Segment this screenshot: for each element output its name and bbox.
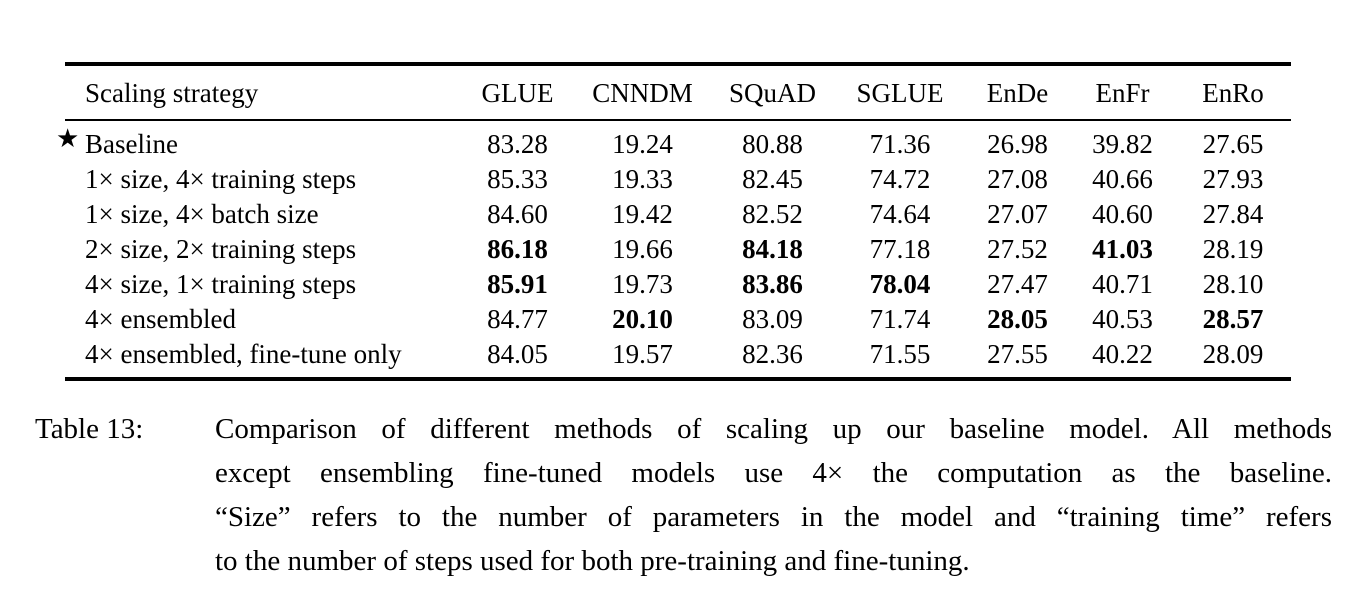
metric-value: 28.57 <box>1202 304 1264 334</box>
table-row: 4× ensembled 84.77 20.10 83.09 71.74 28.05 40.… <box>65 302 1291 337</box>
caption-text: Comparison of different methods of scali… <box>215 407 1332 583</box>
row-label-scaling-strategy: 2× size, 2× training steps <box>85 234 357 264</box>
metric-value: 27.84 <box>1202 199 1264 229</box>
column-header-sglue: SGLUE <box>835 64 965 121</box>
row-label-scaling-strategy: ★ Baseline <box>56 120 460 162</box>
metric-value: 19.42 <box>612 199 673 229</box>
metric-value: 28.10 <box>1202 269 1264 299</box>
column-header-enro: EnRo <box>1175 64 1291 121</box>
table-header: Scaling strategy GLUE CNNDM SQuAD SGLUE … <box>65 64 1291 121</box>
metric-value: 27.65 <box>1202 129 1264 159</box>
metric-value: 40.66 <box>1092 164 1153 194</box>
metric-value: 19.73 <box>612 269 673 299</box>
metric-value: 74.64 <box>869 199 931 229</box>
row-label-scaling-strategy: 4× ensembled <box>85 304 236 334</box>
row-label-scaling-strategy: 4× ensembled, fine-tune only <box>85 339 402 369</box>
table-row: 1× size, 4× batch size 84.60 19.42 82.52 74.… <box>65 197 1291 232</box>
metric-value: 27.47 <box>987 269 1048 299</box>
table-row: 4× size, 1× training steps 85.91 19.73 83.8… <box>65 267 1291 302</box>
metric-value: 40.60 <box>1092 199 1153 229</box>
table-row: ★ Baseline 83.28 19.24 80.88 71.36 26.98 39.82 2… <box>56 120 1291 162</box>
metric-value: 80.88 <box>742 129 803 159</box>
metric-value: 83.28 <box>487 129 548 159</box>
metric-value: 82.52 <box>742 199 803 229</box>
metric-value: 19.24 <box>612 129 673 159</box>
metric-value: 78.04 <box>869 269 931 299</box>
table-header-row: Scaling strategy GLUE CNNDM SQuAD SGLUE … <box>65 64 1291 121</box>
metric-value: 19.57 <box>612 339 673 369</box>
row-label-scaling-strategy: 4× size, 1× training steps <box>85 269 357 299</box>
metric-value: 84.18 <box>742 234 803 264</box>
caption-line: to the number of steps used for both pre… <box>215 545 970 577</box>
metric-value: 85.33 <box>487 164 548 194</box>
metric-value: 71.36 <box>869 129 931 159</box>
row-label-scaling-strategy: 1× size, 4× batch size <box>85 199 319 229</box>
metric-value: 84.05 <box>487 339 548 369</box>
metric-value: 27.07 <box>987 199 1048 229</box>
metric-value: 40.71 <box>1092 269 1153 299</box>
metric-value: 28.05 <box>987 304 1048 334</box>
metric-value: 41.03 <box>1092 234 1153 264</box>
results-table: Scaling strategy GLUE CNNDM SQuAD SGLUE … <box>56 62 1291 381</box>
metric-value: 84.77 <box>487 304 548 334</box>
metric-value: 85.91 <box>487 269 548 299</box>
column-header-scaling-strategy: Scaling strategy <box>65 64 460 121</box>
metric-value: 39.82 <box>1092 129 1153 159</box>
metric-value: 77.18 <box>869 234 931 264</box>
table-body: ★ Baseline 83.28 19.24 80.88 71.36 26.98 39.82 2… <box>56 120 1291 379</box>
metric-value: 27.08 <box>987 164 1048 194</box>
metric-value: 82.45 <box>742 164 803 194</box>
metric-value: 40.53 <box>1092 304 1153 334</box>
metric-value: 27.52 <box>987 234 1048 264</box>
metric-value: 71.55 <box>869 339 931 369</box>
caption-label: Table 13: <box>35 413 144 445</box>
caption-line: “Size” refers to the number of parameter… <box>215 501 1332 533</box>
metric-value: 40.22 <box>1092 339 1153 369</box>
metric-value: 83.09 <box>742 304 803 334</box>
table-row: 2× size, 2× training steps 86.18 19.66 84.1… <box>65 232 1291 267</box>
column-header-squad: SQuAD <box>710 64 835 121</box>
column-header-ende: EnDe <box>965 64 1070 121</box>
metric-value: 83.86 <box>742 269 803 299</box>
metric-value: 28.19 <box>1202 234 1264 264</box>
caption-line: except ensembling fine-tuned models use … <box>215 457 1332 489</box>
metric-value: 27.93 <box>1202 164 1264 194</box>
metric-value: 84.60 <box>487 199 548 229</box>
metric-value: 19.66 <box>612 234 673 264</box>
table-caption: Table 13: Comparison of different method… <box>35 407 1332 583</box>
table-row: 4× ensembled, fine-tune only 84.05 19.57 82… <box>65 337 1291 379</box>
caption-line: Comparison of different methods of scali… <box>215 413 1332 445</box>
metric-value: 26.98 <box>987 129 1048 159</box>
row-label-scaling-strategy: 1× size, 4× training steps <box>85 164 357 194</box>
column-header-glue: GLUE <box>460 64 575 121</box>
column-header-enfr: EnFr <box>1070 64 1175 121</box>
baseline-star-icon: ★ <box>56 124 80 153</box>
table-row: 1× size, 4× training steps 85.33 19.33 82.4… <box>65 162 1291 197</box>
metric-value: 19.33 <box>612 164 673 194</box>
metric-value: 86.18 <box>487 234 548 264</box>
metric-value: 27.55 <box>987 339 1048 369</box>
metric-value: 74.72 <box>869 164 931 194</box>
metric-value: 28.09 <box>1202 339 1264 369</box>
results-table-container: Scaling strategy GLUE CNNDM SQuAD SGLUE … <box>56 62 1291 381</box>
column-header-cnndm: CNNDM <box>575 64 710 121</box>
metric-value: 71.74 <box>869 304 931 334</box>
metric-value: 82.36 <box>742 339 803 369</box>
metric-value: 20.10 <box>612 304 673 334</box>
